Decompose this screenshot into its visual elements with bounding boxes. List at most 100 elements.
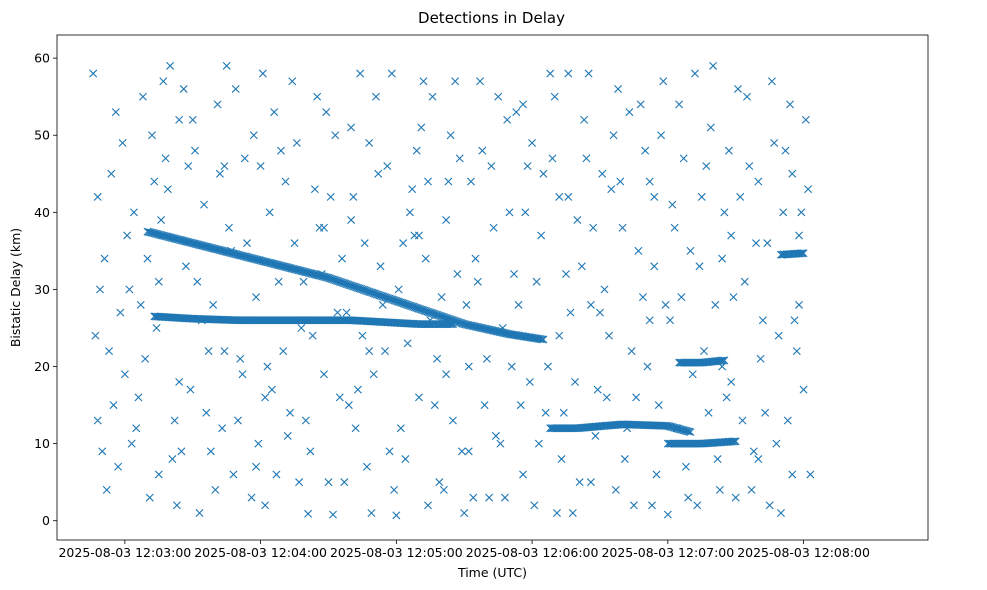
data-point-189 — [645, 177, 654, 186]
data-point-20 — [209, 300, 218, 309]
data-point-188 — [638, 293, 647, 302]
data-point-147 — [360, 239, 369, 248]
track-main-descending-point-143 — [345, 281, 354, 290]
track-main-descending-point-170 — [383, 294, 392, 303]
data-point-17 — [188, 115, 197, 124]
data-point-77 — [593, 385, 602, 394]
track-12km-point-98 — [685, 427, 694, 436]
data-point-240 — [460, 509, 469, 518]
data-point-200 — [720, 208, 729, 217]
data-point-201 — [727, 377, 736, 386]
data-point-82 — [627, 347, 636, 356]
data-point-300 — [575, 478, 584, 487]
data-point-321 — [519, 100, 528, 109]
data-point-156 — [421, 254, 430, 263]
track-main-descending-point-139 — [340, 279, 349, 288]
track-main-descending-point-144 — [347, 281, 356, 290]
data-point-78 — [600, 285, 609, 294]
data-point-242 — [487, 162, 496, 171]
data-point-10 — [145, 493, 154, 502]
data-point-306 — [657, 131, 666, 140]
track-main-descending-point-167 — [379, 292, 388, 301]
data-point-46 — [383, 162, 392, 171]
track-main-descending-point-209 — [439, 312, 448, 321]
track-main-descending-point-173 — [388, 295, 397, 304]
data-point-284 — [358, 331, 367, 340]
data-point-235 — [392, 511, 401, 520]
track-main-descending-point-200 — [426, 308, 435, 317]
data-point-126 — [220, 347, 229, 356]
data-point-67 — [525, 377, 534, 386]
data-point-175 — [550, 92, 559, 101]
data-point-308 — [684, 493, 693, 502]
data-point-310 — [711, 300, 720, 309]
data-point-269 — [150, 177, 159, 186]
track-10km-point-46 — [728, 437, 737, 446]
track-main-descending-point-179 — [396, 298, 405, 307]
data-point-172 — [530, 501, 539, 510]
data-point-206 — [761, 408, 770, 417]
track-main-descending-point-142 — [344, 280, 353, 289]
track-main-descending-point-193 — [416, 305, 425, 314]
data-point-96 — [722, 393, 731, 402]
data-point-313 — [752, 239, 761, 248]
data-point-165 — [482, 354, 491, 363]
data-point-123 — [200, 200, 209, 209]
data-point-254 — [650, 262, 659, 271]
data-point-176 — [557, 455, 566, 464]
data-point-143 — [333, 308, 342, 317]
data-point-109 — [806, 470, 815, 479]
x-tick-label-3: 2025-08-03 12:06:00 — [466, 545, 599, 560]
track-main-descending-point-174 — [389, 296, 398, 305]
track-10km-point-47 — [730, 437, 739, 446]
data-point-95 — [715, 485, 724, 494]
track-10km-point-48 — [731, 437, 740, 446]
data-point-278 — [276, 146, 285, 155]
data-point-118 — [163, 185, 172, 194]
data-point-0 — [89, 69, 98, 78]
data-point-219 — [170, 416, 179, 425]
data-point-171 — [523, 162, 532, 171]
data-point-218 — [159, 77, 168, 86]
data-point-52 — [424, 501, 433, 510]
data-point-320 — [424, 177, 433, 186]
track-12km-point-97 — [683, 427, 692, 436]
data-point-296 — [521, 208, 530, 217]
data-point-84 — [641, 146, 650, 155]
track-main-descending-point-128 — [324, 273, 333, 282]
data-point-163 — [469, 493, 478, 502]
data-point-231 — [338, 254, 347, 263]
data-point-130 — [247, 493, 256, 502]
data-point-90 — [681, 462, 690, 471]
track-main-descending-point-135 — [334, 277, 343, 286]
data-point-215 — [111, 108, 120, 117]
data-point-327 — [252, 462, 261, 471]
data-point-330 — [555, 192, 564, 201]
data-point-98 — [736, 192, 745, 201]
data-point-301 — [589, 223, 598, 232]
data-point-29 — [267, 385, 276, 394]
data-point-103 — [770, 138, 779, 147]
data-point-48 — [396, 424, 405, 433]
data-point-199 — [713, 455, 722, 464]
data-point-198 — [706, 123, 715, 132]
data-point-340 — [727, 231, 736, 240]
data-point-316 — [116, 308, 125, 317]
data-point-8 — [132, 424, 141, 433]
data-point-299 — [562, 270, 571, 278]
data-point-272 — [191, 146, 199, 155]
data-point-32 — [288, 77, 297, 86]
data-point-107 — [797, 208, 806, 217]
data-point-263 — [772, 439, 781, 448]
track-main-descending-point-220 — [454, 318, 463, 327]
data-point-256 — [677, 293, 686, 302]
data-point-285 — [372, 92, 380, 101]
data-point-25 — [243, 239, 252, 248]
data-point-184 — [611, 485, 620, 494]
data-point-251 — [609, 131, 618, 140]
data-point-265 — [792, 347, 801, 356]
data-point-234 — [378, 300, 387, 309]
track-main-descending-point-155 — [362, 286, 371, 295]
track-main-descending-point-172 — [386, 295, 395, 304]
track-main-descending-point-129 — [325, 274, 334, 283]
